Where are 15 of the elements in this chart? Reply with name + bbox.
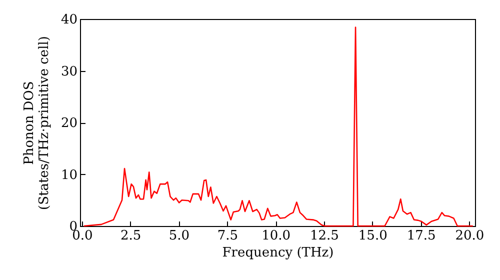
x-tick-label: 10.0 <box>262 228 291 244</box>
x-tick-label: 15.0 <box>358 228 388 244</box>
x-tick-label: 20.0 <box>455 228 484 244</box>
y-tick-label: 30 <box>60 64 78 80</box>
x-tick-label: 5.0 <box>168 228 190 244</box>
x-axis-title: Frequency (THz) <box>222 246 334 260</box>
y-tick-label: 40 <box>60 12 78 28</box>
y-axis-title: Phonon DOS (States/THz·primitive cell) <box>22 36 52 210</box>
x-tick-label: 2.5 <box>120 228 142 244</box>
x-tick-label: 17.5 <box>406 228 436 244</box>
line-series <box>83 26 474 227</box>
y-tick-label: 20 <box>60 116 78 131</box>
x-tick-label: 12.5 <box>310 228 339 244</box>
x-tick-label: 7.5 <box>217 228 238 244</box>
y-tick-label: 10 <box>60 168 78 183</box>
